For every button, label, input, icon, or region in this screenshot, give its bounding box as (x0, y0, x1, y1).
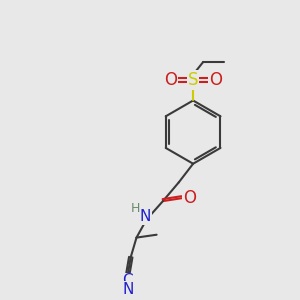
Text: H: H (131, 202, 141, 215)
Text: O: O (164, 71, 178, 89)
Text: N: N (140, 209, 151, 224)
Text: N: N (122, 282, 134, 297)
Text: O: O (183, 189, 196, 207)
Text: O: O (209, 71, 222, 89)
Text: S: S (188, 71, 198, 89)
Text: C: C (123, 274, 133, 289)
